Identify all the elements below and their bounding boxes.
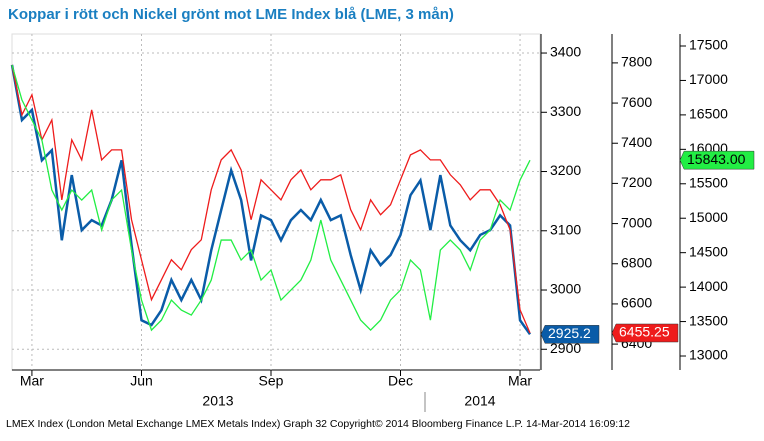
y3-tick-label: 17000 xyxy=(689,71,728,87)
y-tick-label: 3000 xyxy=(550,281,581,297)
y-tick-label: 2900 xyxy=(550,340,581,356)
y2-tick-label: 6600 xyxy=(621,295,652,311)
y3-tick-label: 13000 xyxy=(689,347,728,363)
x-tick-label: Mar xyxy=(20,373,44,389)
y2-tick-label: 6800 xyxy=(621,254,652,270)
footer: LMEX Index (London Metal Exchange LMEX M… xyxy=(6,418,630,430)
series-line xyxy=(11,64,531,332)
y2-tick-label: 7600 xyxy=(621,94,652,110)
y-tick-label: 3200 xyxy=(550,162,581,178)
value-label-box xyxy=(611,323,679,343)
series-line xyxy=(10,64,532,336)
y2-tick-label: 7400 xyxy=(621,134,652,150)
x-tick-label: Jun xyxy=(130,373,153,389)
y-tick-label: 3400 xyxy=(550,44,581,60)
y3-tick-label: 14500 xyxy=(689,243,728,259)
y3-tick-label: 17500 xyxy=(689,37,728,53)
y3-tick-label: 16500 xyxy=(689,106,728,122)
y2-tick-label: 7800 xyxy=(621,54,652,70)
x-tick-label: Dec xyxy=(388,373,413,389)
y-tick-label: 3100 xyxy=(550,221,581,237)
value-label: 6455.25 xyxy=(619,324,670,340)
series-line xyxy=(11,64,531,334)
chart-title: Koppar i rött och Nickel grönt mot LME I… xyxy=(8,6,454,23)
x-tick-label: Sep xyxy=(259,373,284,389)
value-label: 15843.00 xyxy=(687,151,746,167)
y3-tick-label: 13500 xyxy=(689,312,728,328)
value-label-box xyxy=(679,150,755,170)
year-label: 2014 xyxy=(464,393,495,409)
y3-tick-label: 15500 xyxy=(689,174,728,190)
x-tick-label: Mar xyxy=(508,373,532,389)
value-label: 2925.2 xyxy=(548,325,591,341)
year-label: 2013 xyxy=(202,393,233,409)
y2-tick-label: 7000 xyxy=(621,214,652,230)
value-label-box xyxy=(540,325,600,344)
plot-frame xyxy=(11,33,541,371)
y2-tick-label: 7200 xyxy=(621,174,652,190)
y-tick-label: 3300 xyxy=(550,103,581,119)
y3-tick-label: 14000 xyxy=(689,278,728,294)
y3-tick-label: 15000 xyxy=(689,209,728,225)
